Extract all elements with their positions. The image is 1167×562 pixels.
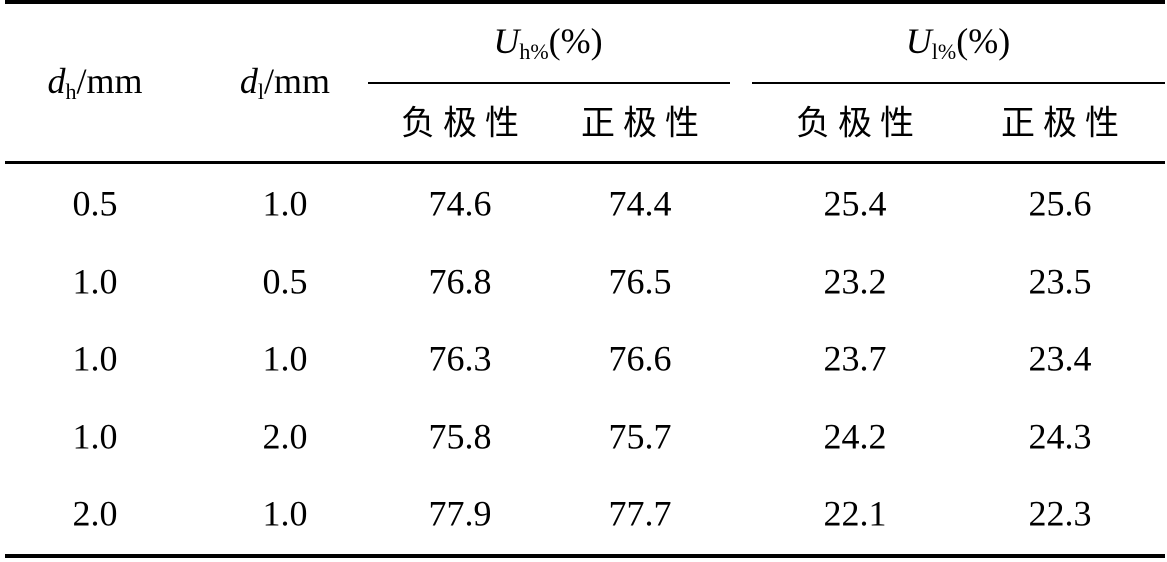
cell: 23.5 (1029, 261, 1092, 301)
header-rule (5, 161, 1165, 164)
cell: 76.5 (609, 261, 672, 301)
cell: 23.2 (824, 261, 887, 301)
cell: 24.3 (1029, 416, 1092, 456)
cell: 74.6 (429, 183, 492, 223)
symbol: U (493, 21, 521, 61)
cell: 22.3 (1029, 493, 1092, 533)
subcolumn-header: 正极性 (581, 104, 707, 144)
group-rule (368, 82, 730, 84)
subscript: l (258, 79, 264, 104)
cell: 76.3 (429, 338, 492, 378)
unit: /mm (76, 61, 142, 101)
cell: 76.6 (609, 338, 672, 378)
unit: /mm (264, 61, 330, 101)
cell: 75.8 (429, 416, 492, 456)
cell: 74.4 (609, 183, 672, 223)
cell: 0.5 (263, 261, 308, 301)
cell: 25.4 (824, 183, 887, 223)
group-rule (752, 82, 1165, 84)
cell: 24.2 (824, 416, 887, 456)
column-header: dl/mm (240, 61, 330, 104)
cell: 23.7 (824, 338, 887, 378)
cell: 1.0 (263, 338, 308, 378)
subcolumn-header: 负极性 (796, 104, 922, 144)
top-rule (5, 0, 1165, 4)
group-header: Ul%(%) (906, 21, 1010, 64)
subcolumn-header: 正极性 (1001, 104, 1127, 144)
subscript: l% (932, 39, 956, 64)
cell: 1.0 (73, 261, 118, 301)
symbol: U (906, 21, 934, 61)
column-header: dh/mm (47, 61, 142, 104)
cell: 76.8 (429, 261, 492, 301)
cell: 22.1 (824, 493, 887, 533)
cell: 1.0 (263, 493, 308, 533)
subscript: h% (519, 39, 548, 64)
cell: 1.0 (73, 338, 118, 378)
subcolumn-header: 负极性 (401, 104, 527, 144)
cell: 23.4 (1029, 338, 1092, 378)
bottom-rule (5, 554, 1165, 558)
symbol: d (47, 61, 66, 101)
symbol: d (240, 61, 259, 101)
cell: 1.0 (263, 183, 308, 223)
cell: 2.0 (263, 416, 308, 456)
cell: 2.0 (73, 493, 118, 533)
unit: (%) (956, 21, 1010, 61)
cell: 77.9 (429, 493, 492, 533)
cell: 77.7 (609, 493, 672, 533)
cell: 1.0 (73, 416, 118, 456)
group-header: Uh%(%) (493, 21, 602, 64)
subscript: h (65, 79, 76, 104)
cell: 75.7 (609, 416, 672, 456)
unit: (%) (549, 21, 603, 61)
cell: 0.5 (73, 183, 118, 223)
cell: 25.6 (1029, 183, 1092, 223)
